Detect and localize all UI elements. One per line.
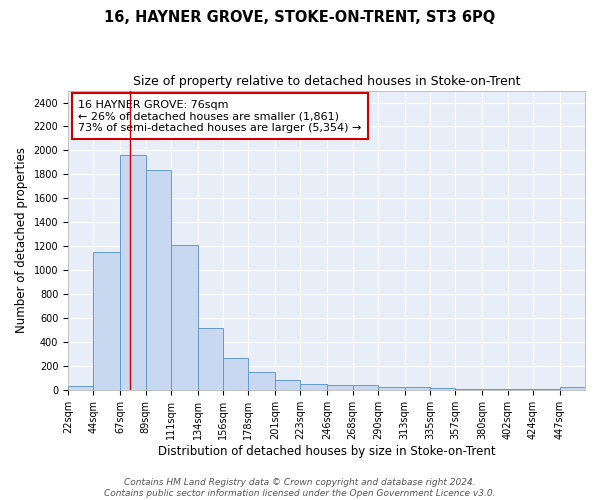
Bar — [327, 385, 353, 390]
Title: Size of property relative to detached houses in Stoke-on-Trent: Size of property relative to detached ho… — [133, 75, 520, 88]
Bar — [68, 386, 94, 390]
Bar — [223, 358, 248, 390]
Bar — [482, 389, 508, 390]
X-axis label: Distribution of detached houses by size in Stoke-on-Trent: Distribution of detached houses by size … — [158, 444, 496, 458]
Bar — [120, 155, 146, 390]
Bar — [508, 389, 533, 390]
Bar — [301, 384, 327, 390]
Bar — [197, 328, 223, 390]
Bar — [353, 385, 378, 390]
Text: 16, HAYNER GROVE, STOKE-ON-TRENT, ST3 6PQ: 16, HAYNER GROVE, STOKE-ON-TRENT, ST3 6P… — [104, 10, 496, 25]
Bar — [146, 170, 171, 390]
Text: 16 HAYNER GROVE: 76sqm
← 26% of detached houses are smaller (1,861)
73% of semi-: 16 HAYNER GROVE: 76sqm ← 26% of detached… — [79, 100, 362, 132]
Bar — [275, 380, 301, 390]
Bar — [533, 389, 560, 390]
Bar — [560, 388, 585, 390]
Bar — [94, 252, 120, 390]
Bar — [171, 245, 197, 390]
Bar — [378, 388, 404, 390]
Bar — [430, 388, 455, 390]
Bar — [455, 388, 482, 390]
Bar — [404, 388, 430, 390]
Bar — [248, 372, 275, 390]
Text: Contains HM Land Registry data © Crown copyright and database right 2024.
Contai: Contains HM Land Registry data © Crown c… — [104, 478, 496, 498]
Y-axis label: Number of detached properties: Number of detached properties — [15, 147, 28, 333]
